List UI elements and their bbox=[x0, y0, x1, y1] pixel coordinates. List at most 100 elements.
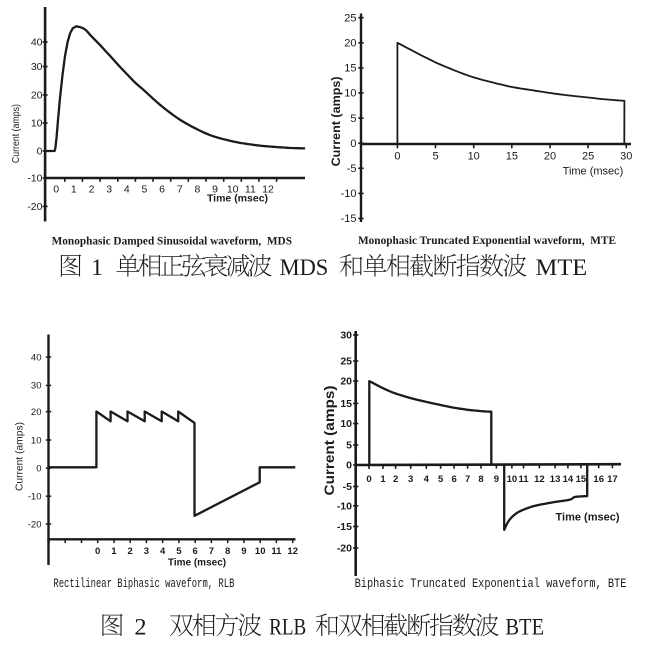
svg-text:Current (amps): Current (amps) bbox=[329, 76, 343, 166]
svg-text:30: 30 bbox=[620, 151, 632, 163]
svg-text:Biphasic Truncated Exponential: Biphasic Truncated Exponential waveform,… bbox=[355, 576, 627, 591]
svg-text:25: 25 bbox=[344, 12, 356, 24]
svg-text:1: 1 bbox=[71, 184, 77, 196]
svg-text:17: 17 bbox=[607, 474, 618, 485]
svg-text:-10: -10 bbox=[337, 501, 352, 513]
svg-text:20: 20 bbox=[340, 376, 352, 388]
svg-text:8: 8 bbox=[225, 546, 230, 557]
svg-text:2: 2 bbox=[393, 474, 398, 485]
svg-text:2: 2 bbox=[134, 614, 146, 639]
svg-text:6: 6 bbox=[451, 474, 456, 485]
svg-text:Current (amps): Current (amps) bbox=[322, 386, 337, 496]
svg-text:30: 30 bbox=[31, 381, 42, 392]
svg-text:-20: -20 bbox=[27, 201, 42, 213]
svg-text:10: 10 bbox=[468, 151, 480, 163]
svg-text:-20: -20 bbox=[28, 519, 42, 530]
svg-text:-5: -5 bbox=[347, 163, 357, 175]
svg-text:13: 13 bbox=[550, 474, 561, 485]
svg-text:RLB: RLB bbox=[269, 614, 306, 640]
svg-text:MDS: MDS bbox=[280, 255, 329, 281]
svg-text:3: 3 bbox=[106, 184, 112, 196]
svg-text:0: 0 bbox=[366, 474, 371, 485]
svg-text:12: 12 bbox=[534, 474, 545, 485]
svg-text:-15: -15 bbox=[337, 521, 352, 533]
svg-text:5: 5 bbox=[346, 440, 352, 452]
svg-text:25: 25 bbox=[582, 151, 594, 163]
svg-text:Time (msec): Time (msec) bbox=[556, 512, 620, 524]
svg-text:30: 30 bbox=[340, 330, 352, 342]
svg-text:Time (msec): Time (msec) bbox=[207, 193, 268, 205]
svg-text:10: 10 bbox=[344, 88, 356, 100]
svg-text:2: 2 bbox=[89, 184, 95, 196]
svg-text:10: 10 bbox=[31, 435, 42, 446]
svg-text:15: 15 bbox=[576, 474, 587, 485]
svg-text:10: 10 bbox=[340, 418, 352, 430]
svg-text:0: 0 bbox=[95, 546, 100, 557]
svg-text:-15: -15 bbox=[341, 213, 357, 225]
svg-text:6: 6 bbox=[159, 184, 165, 196]
svg-text:20: 20 bbox=[544, 151, 556, 163]
svg-text:0: 0 bbox=[37, 146, 43, 158]
svg-text:5: 5 bbox=[438, 474, 444, 485]
svg-text:20: 20 bbox=[344, 38, 356, 50]
svg-text:11: 11 bbox=[518, 474, 529, 485]
svg-text:8: 8 bbox=[478, 474, 483, 485]
svg-text:15: 15 bbox=[506, 151, 518, 163]
svg-text:Monophasic Damped Sinusoidal w: Monophasic Damped Sinusoidal waveform, M… bbox=[52, 235, 292, 247]
svg-text:Monophasic Truncated Exponenti: Monophasic Truncated Exponential wavefor… bbox=[358, 235, 616, 247]
svg-text:9: 9 bbox=[212, 184, 218, 196]
svg-text:10: 10 bbox=[507, 474, 518, 485]
svg-text:4: 4 bbox=[124, 184, 130, 196]
svg-text:20: 20 bbox=[31, 90, 43, 102]
svg-text:1: 1 bbox=[380, 474, 386, 485]
svg-text:Time (msec): Time (msec) bbox=[168, 558, 226, 569]
svg-text:3: 3 bbox=[408, 474, 413, 485]
svg-text:8: 8 bbox=[194, 184, 200, 196]
svg-text:7: 7 bbox=[209, 546, 214, 557]
svg-text:3: 3 bbox=[144, 546, 149, 557]
svg-text:5: 5 bbox=[142, 184, 148, 196]
svg-text:9: 9 bbox=[494, 474, 499, 485]
svg-text:11: 11 bbox=[271, 546, 282, 557]
svg-text:4: 4 bbox=[160, 546, 166, 557]
svg-text:-10: -10 bbox=[27, 173, 42, 185]
svg-text:11: 11 bbox=[245, 184, 256, 196]
svg-text:6: 6 bbox=[193, 546, 198, 557]
svg-text:12: 12 bbox=[287, 546, 298, 557]
svg-text:-10: -10 bbox=[341, 188, 357, 200]
svg-text:7: 7 bbox=[465, 474, 470, 485]
svg-text:-20: -20 bbox=[337, 543, 352, 555]
svg-text:Time (msec): Time (msec) bbox=[563, 166, 624, 178]
svg-text:25: 25 bbox=[340, 356, 352, 368]
svg-text:0: 0 bbox=[394, 151, 400, 163]
svg-text:Current (amps): Current (amps) bbox=[15, 422, 26, 491]
svg-text:14: 14 bbox=[563, 474, 574, 485]
svg-text:Rectilinear Biphasic waveform,: Rectilinear Biphasic waveform, RLB bbox=[53, 576, 234, 591]
svg-text:4: 4 bbox=[424, 474, 430, 485]
svg-text:5: 5 bbox=[176, 546, 182, 557]
svg-text:20: 20 bbox=[31, 407, 42, 418]
svg-text:10: 10 bbox=[227, 184, 239, 196]
svg-text:BTE: BTE bbox=[505, 614, 544, 640]
svg-text:-10: -10 bbox=[28, 492, 42, 503]
svg-text:10: 10 bbox=[255, 546, 266, 557]
svg-text:40: 40 bbox=[31, 352, 42, 363]
svg-text:2: 2 bbox=[128, 546, 133, 557]
svg-text:10: 10 bbox=[31, 118, 43, 130]
svg-text:MTE: MTE bbox=[536, 255, 588, 281]
svg-text:5: 5 bbox=[432, 151, 438, 163]
svg-text:0: 0 bbox=[346, 460, 352, 472]
svg-text:15: 15 bbox=[340, 398, 352, 410]
svg-text:Current (amps): Current (amps) bbox=[11, 104, 22, 163]
svg-text:5: 5 bbox=[350, 113, 356, 125]
svg-text:0: 0 bbox=[350, 138, 356, 150]
svg-text:0: 0 bbox=[36, 463, 41, 474]
svg-text:-5: -5 bbox=[343, 481, 352, 493]
svg-text:16: 16 bbox=[593, 474, 604, 485]
svg-text:40: 40 bbox=[31, 37, 43, 49]
svg-text:12: 12 bbox=[262, 184, 274, 196]
svg-text:9: 9 bbox=[241, 546, 246, 557]
svg-text:0: 0 bbox=[53, 184, 59, 196]
svg-text:30: 30 bbox=[31, 61, 43, 73]
svg-text:1: 1 bbox=[111, 546, 117, 557]
